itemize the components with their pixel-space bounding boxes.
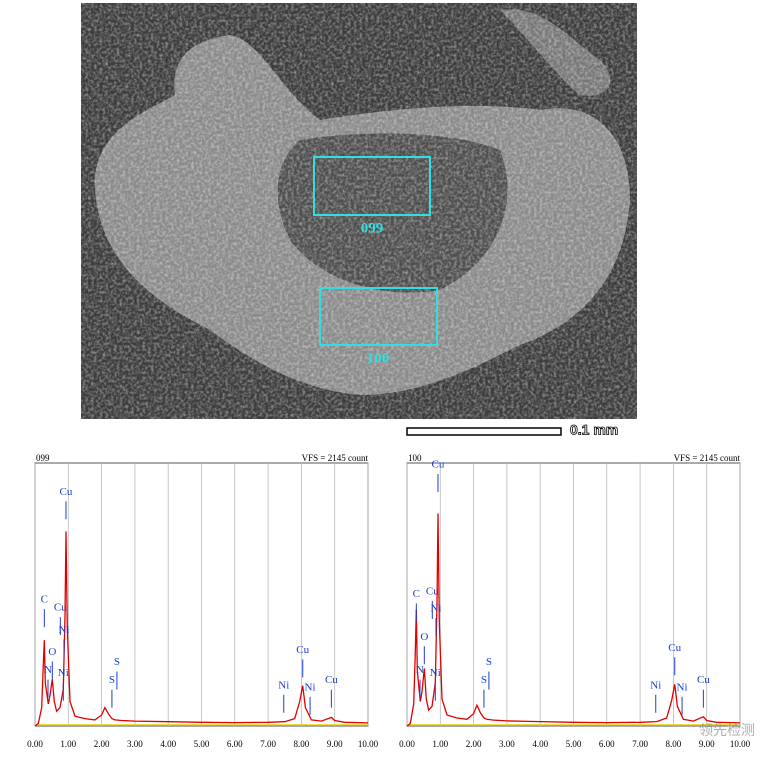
- x-tick-label: 5.00: [194, 739, 210, 749]
- element-label: Ni: [278, 679, 289, 691]
- element-label: Ni: [58, 667, 69, 679]
- element-label: O: [420, 631, 428, 643]
- x-tick-label: 1.00: [60, 739, 76, 749]
- chart-title: 099: [36, 453, 50, 463]
- x-tick-label: 7.00: [632, 739, 648, 749]
- x-tick-label: 3.00: [499, 739, 515, 749]
- region-label: 099: [361, 220, 384, 236]
- element-label: C: [41, 594, 48, 606]
- spectrum-line: [34, 531, 369, 727]
- element-label: N: [44, 664, 52, 676]
- x-tick-label: 4.00: [160, 739, 176, 749]
- element-label: Cu: [296, 644, 309, 656]
- x-tick-label: 2.00: [94, 739, 110, 749]
- element-label: C: [413, 588, 420, 600]
- x-tick-label: 6.00: [599, 739, 615, 749]
- element-label: Cu: [668, 642, 681, 654]
- chart-subtitle: VFS = 2145 count: [674, 453, 741, 463]
- x-tick-label: 0.00: [27, 739, 43, 749]
- element-label: O: [48, 646, 56, 658]
- x-tick-label: 9.00: [699, 739, 715, 749]
- x-tick-label: 3.00: [127, 739, 143, 749]
- x-tick-label: 5.00: [566, 739, 582, 749]
- element-label: Cu: [325, 674, 338, 686]
- watermark: 领先检测: [699, 723, 755, 739]
- x-tick-label: 7.00: [260, 739, 276, 749]
- chart-subtitle: VFS = 2145 count: [302, 453, 369, 463]
- element-label: S: [114, 656, 120, 668]
- x-tick-label: 10.00: [730, 739, 751, 749]
- scale-bar-label: 0.1 mm: [570, 422, 618, 438]
- element-label: N: [416, 664, 424, 676]
- element-label: Ni: [58, 624, 69, 636]
- element-label: S: [109, 674, 115, 686]
- region-label: 100: [367, 350, 390, 366]
- spectrum-line: [406, 513, 741, 727]
- x-tick-label: 0.00: [399, 739, 415, 749]
- x-tick-label: 2.00: [466, 739, 482, 749]
- element-label: Cu: [426, 585, 439, 597]
- x-tick-label: 10.00: [358, 739, 379, 749]
- element-label: Cu: [432, 459, 445, 471]
- element-label: S: [486, 656, 492, 668]
- element-label: Cu: [54, 602, 67, 614]
- x-tick-label: 4.00: [532, 739, 548, 749]
- region-box: [319, 287, 438, 346]
- scale-bar: [406, 427, 562, 436]
- element-label: S: [481, 674, 487, 686]
- region-box: [313, 156, 431, 216]
- x-tick-label: 1.00: [432, 739, 448, 749]
- element-label: Cu: [60, 486, 73, 498]
- x-tick-label: 8.00: [294, 739, 310, 749]
- x-tick-label: 6.00: [227, 739, 243, 749]
- element-label: Ni: [430, 667, 441, 679]
- element-label: Ni: [650, 679, 661, 691]
- sem-image: [81, 3, 637, 419]
- x-tick-label: 9.00: [327, 739, 343, 749]
- chart-title: 100: [408, 453, 422, 463]
- element-label: Ni: [430, 603, 441, 615]
- x-tick-label: 8.00: [666, 739, 682, 749]
- element-label: Ni: [677, 681, 688, 693]
- element-label: Cu: [697, 674, 710, 686]
- element-label: Ni: [305, 681, 316, 693]
